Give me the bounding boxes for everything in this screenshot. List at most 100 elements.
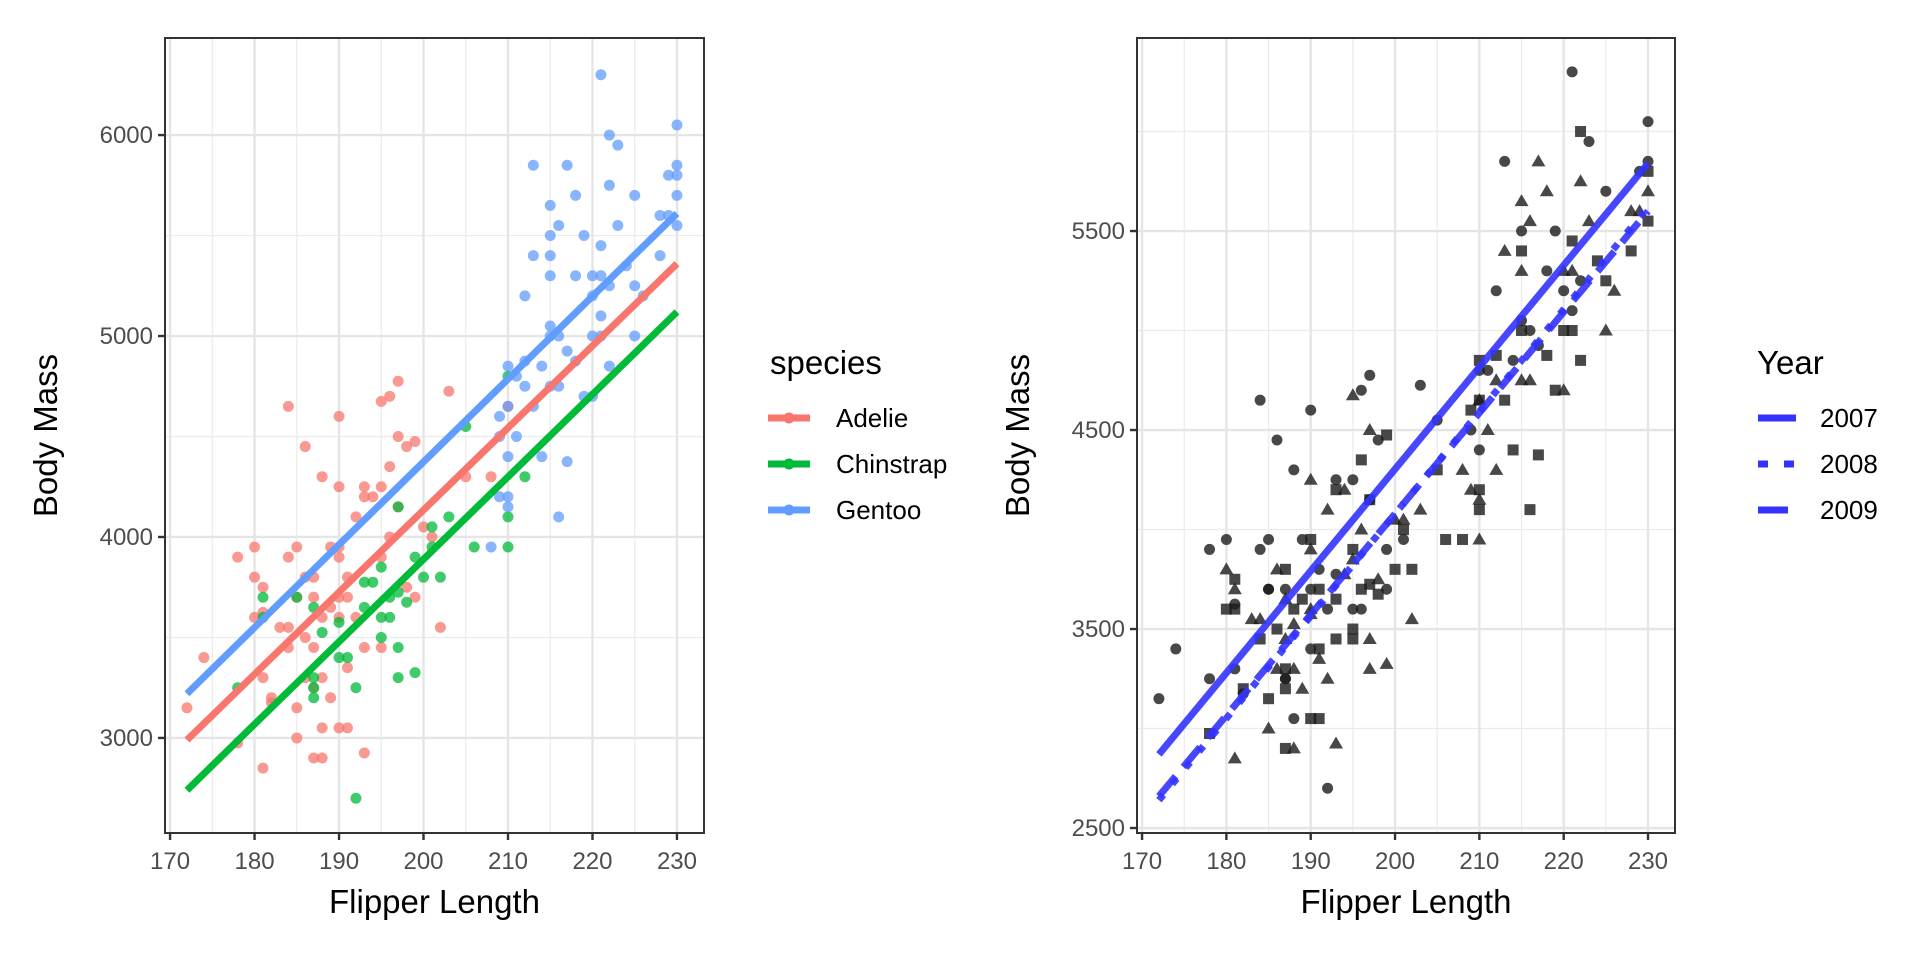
data-point-adelie <box>384 390 396 402</box>
data-point-2007 <box>1279 583 1291 595</box>
data-point-adelie <box>418 521 430 533</box>
data-point-adelie <box>333 410 345 422</box>
data-point-adelie <box>392 375 404 387</box>
data-point-chinstrap <box>418 571 430 583</box>
data-point-chinstrap <box>333 616 345 628</box>
data-point-gentoo <box>671 189 683 201</box>
data-point-chinstrap <box>375 631 387 643</box>
data-point-2007 <box>1541 265 1553 277</box>
data-point-adelie <box>249 541 261 553</box>
data-point-2009 <box>1440 533 1452 545</box>
data-point-gentoo <box>502 400 514 412</box>
data-point-2009 <box>1330 633 1342 645</box>
plot-border <box>1136 37 1676 834</box>
regression-line-2009 <box>1156 208 1651 799</box>
data-point-2009 <box>1347 543 1359 555</box>
data-point-2009 <box>1600 275 1612 287</box>
year-legend: Year 2007 2008 2009 <box>1757 344 1878 525</box>
data-point-2007 <box>1204 673 1216 685</box>
x-tick-label: 220 <box>572 848 612 875</box>
data-point-2009 <box>1516 245 1528 257</box>
data-point-2007 <box>1558 285 1570 297</box>
legend-label: Gentoo <box>836 495 921 525</box>
data-point-adelie <box>198 652 210 664</box>
regression-line-2007 <box>1156 161 1651 757</box>
data-point-2007 <box>1507 354 1519 366</box>
data-point-2009 <box>1499 394 1511 406</box>
legend-item-gentoo: Gentoo <box>768 495 921 525</box>
data-point-gentoo <box>671 119 683 131</box>
data-point-2009 <box>1389 563 1401 575</box>
legend-key-point <box>783 412 795 424</box>
data-point-adelie <box>375 642 387 654</box>
data-point-2009 <box>1313 643 1325 655</box>
data-point-gentoo <box>561 345 573 357</box>
data-point-2007 <box>1549 225 1561 237</box>
species-legend: species Adelie Chinstrap Gentoo <box>768 344 947 525</box>
data-point-2007 <box>1330 474 1342 486</box>
data-point-2009 <box>1591 255 1603 267</box>
data-point-2009 <box>1288 603 1300 615</box>
data-point-gentoo <box>629 330 641 342</box>
data-point-chinstrap <box>384 611 396 623</box>
data-point-adelie <box>358 642 370 654</box>
data-point-chinstrap <box>468 541 480 553</box>
data-point-chinstrap <box>392 501 404 513</box>
data-point-2009 <box>1279 663 1291 675</box>
data-point-gentoo <box>544 230 556 242</box>
data-point-2007 <box>1279 673 1291 685</box>
data-point-gentoo <box>502 501 514 513</box>
data-point-chinstrap <box>308 672 320 684</box>
data-point-2008 <box>1514 194 1529 207</box>
data-point-2008 <box>1329 736 1344 749</box>
x-tick-label: 230 <box>657 848 697 875</box>
data-point-2007 <box>1355 603 1367 615</box>
data-point-2008 <box>1286 741 1301 754</box>
data-point-adelie <box>434 621 446 633</box>
data-point-2008 <box>1531 154 1546 167</box>
data-point-2007 <box>1355 384 1367 396</box>
data-point-chinstrap <box>392 642 404 654</box>
data-point-adelie <box>308 642 320 654</box>
data-point-2008 <box>1295 681 1310 694</box>
data-point-chinstrap <box>350 792 362 804</box>
data-point-2007 <box>1583 135 1595 147</box>
data-point-gentoo <box>595 270 607 282</box>
data-point-2009 <box>1355 454 1367 466</box>
data-point-2007 <box>1322 782 1334 794</box>
data-point-2007 <box>1204 543 1216 555</box>
data-point-adelie <box>291 541 303 553</box>
data-point-gentoo <box>595 240 607 252</box>
data-point-gentoo <box>612 139 624 151</box>
data-point-adelie <box>232 551 244 563</box>
data-point-2008 <box>1303 472 1318 485</box>
data-point-2009 <box>1473 484 1485 496</box>
data-point-2008 <box>1227 582 1242 595</box>
data-point-2009 <box>1305 713 1317 725</box>
data-point-2008 <box>1312 651 1327 664</box>
data-point-adelie <box>249 571 261 583</box>
data-point-2007 <box>1305 583 1317 595</box>
data-point-chinstrap <box>308 682 320 694</box>
data-point-2009 <box>1237 683 1249 695</box>
legend-item-adelie: Adelie <box>768 403 908 433</box>
data-point-2009 <box>1254 633 1266 645</box>
y-axis-ticks: 3000 4000 5000 6000 <box>100 122 165 752</box>
data-point-gentoo <box>603 360 615 372</box>
data-point-adelie <box>282 621 294 633</box>
species-scatter-panel: 170 180 190 200 210 220 230 3000 4000 5000 6000 F… <box>27 37 705 920</box>
plot-border <box>164 37 705 834</box>
data-point-2007 <box>1254 394 1266 406</box>
y-tick-label: 5500 <box>1072 218 1125 245</box>
data-point-adelie <box>333 722 345 734</box>
data-point-2009 <box>1575 126 1587 138</box>
data-point-2009 <box>1473 504 1485 516</box>
legend-label: 2008 <box>1820 449 1878 479</box>
data-point-gentoo <box>603 129 615 141</box>
data-point-2008 <box>1598 323 1613 336</box>
legend-key-point <box>783 458 795 470</box>
data-point-adelie <box>409 436 421 448</box>
data-point-2008 <box>1286 617 1301 630</box>
data-point-gentoo <box>671 159 683 171</box>
data-point-2009 <box>1279 683 1291 695</box>
